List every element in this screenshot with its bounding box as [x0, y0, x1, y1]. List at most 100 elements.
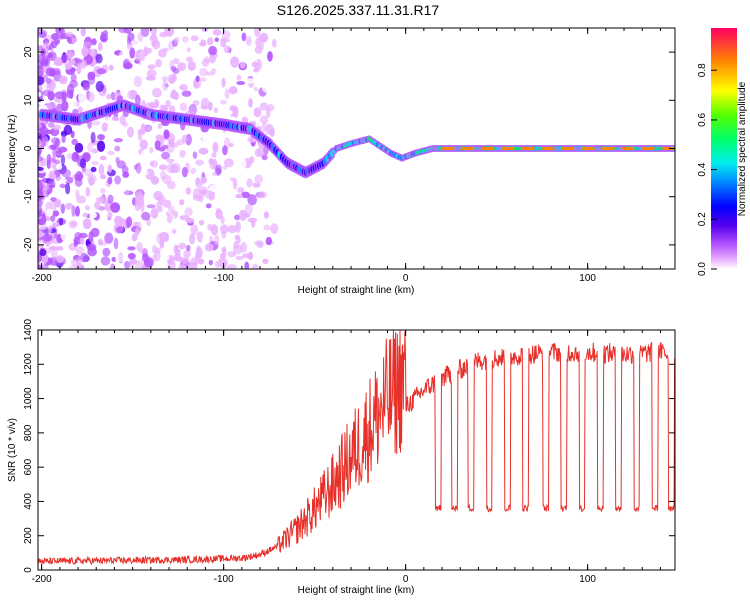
heatmap-peak [522, 147, 535, 150]
heatmap-noise-cell [198, 77, 207, 82]
heatmap-noise-cell [152, 254, 158, 262]
heatmap-noise-cell [58, 217, 64, 226]
heatmap-noise-cell [118, 28, 128, 34]
heatmap-noise-cell [231, 93, 241, 105]
heatmap-noise-cell [38, 254, 43, 263]
heatmap-noise-cell [51, 157, 56, 163]
heatmap-noise-cell [77, 172, 84, 180]
heatmap-noise-cell [63, 124, 73, 136]
heatmap-noise-cell [201, 28, 209, 33]
heatmap-noise-cell [210, 224, 219, 236]
heatmap-noise-cell [143, 38, 152, 48]
heatmap-noise-cell [187, 60, 197, 71]
chart-title: S126.2025.337.11.31.R17 [276, 2, 440, 18]
heatmap-noise-cell [240, 91, 249, 99]
heatmap-noise-cell [61, 134, 66, 144]
heatmap-noise-cell [246, 178, 253, 188]
heatmap-noise-cell [183, 249, 191, 259]
heatmap-noise-cell [94, 201, 101, 210]
heatmap-noise-cell [207, 101, 213, 111]
heatmap-noise-cell [90, 166, 97, 173]
heatmap-noise-cell [65, 182, 71, 195]
heatmap-noise-cell [192, 151, 198, 159]
heatmap-noise-cell [167, 205, 175, 213]
heatmap-noise-cell [161, 184, 168, 196]
heatmap-noise-cell [195, 247, 203, 259]
heatmap-noise-cell [212, 142, 219, 153]
heatmap-noise-cell [100, 33, 109, 43]
heatmap-noise-cell [162, 47, 169, 52]
heatmap-noise-cell [38, 122, 42, 129]
heatmap-noise-cell [228, 86, 238, 95]
heatmap-noise-cell [247, 251, 254, 261]
heatmap-noise-cell [141, 211, 151, 221]
heatmap-noise-cell [175, 28, 184, 37]
heatmap-noise-cell [49, 246, 57, 251]
heatmap-noise-cell [54, 246, 64, 251]
heatmap-noise-cell [97, 195, 108, 204]
heatmap-noise-cell [85, 186, 91, 197]
heatmap-noise-cell [239, 209, 247, 221]
heatmap-noise-cell [100, 174, 107, 180]
heatmap-noise-cell [140, 123, 146, 135]
heatmap-noise-cell [87, 142, 93, 153]
heatmap-noise-cell [214, 37, 219, 42]
heatmap-noise-cell [257, 121, 263, 127]
heatmap-noise-cell [84, 205, 91, 211]
heatmap-noise-cell [127, 89, 136, 100]
heatmap-noise-cell [38, 264, 42, 269]
heatmap-noise-cell [96, 68, 107, 75]
heatmap-noise-cell [90, 227, 100, 238]
heatmap-noise-cell [221, 184, 227, 195]
heatmap-peak [442, 147, 455, 150]
heatmap-noise-cell [265, 236, 273, 246]
heatmap-noise-cell [91, 160, 99, 166]
heatmap-noise-cell [38, 205, 43, 216]
heatmap-noise-cell [202, 134, 210, 142]
heatmap-noise-cell [181, 166, 188, 178]
heatmap-noise-cell [48, 173, 57, 180]
heatmap-noise-cell [227, 224, 237, 234]
heatmap-noise-cell [86, 243, 97, 251]
heatmap-noise-cell [190, 35, 199, 42]
heatmap-noise-cell [65, 31, 74, 37]
heatmap-noise-cell [38, 196, 42, 202]
heatmap-noise-cell [114, 145, 121, 152]
heatmap-noise-cell [81, 46, 89, 57]
heatmap-noise-cell [97, 42, 103, 52]
bottom-ylabel: SNR (10 * v/v) [7, 418, 18, 482]
heatmap-noise-cell [75, 189, 80, 199]
heatmap-noise-cell [166, 158, 175, 163]
heatmap-noise-cell [155, 195, 166, 202]
heatmap-noise-cell [204, 243, 214, 252]
heatmap-noise-cell [38, 230, 44, 239]
heatmap-noise-cell [60, 154, 66, 166]
heatmap-noise-cell [261, 82, 272, 93]
heatmap-noise-cell [39, 248, 47, 257]
heatmap-noise-cell [82, 82, 90, 91]
bottom-xtick-label: 100 [579, 574, 596, 585]
heatmap-noise-cell [40, 139, 46, 148]
heatmap-peak [642, 147, 655, 150]
heatmap-noise-cell [127, 32, 135, 42]
heatmap-noise-cell [82, 218, 92, 230]
heatmap-noise-cell [125, 189, 130, 196]
heatmap-noise-cell [59, 183, 67, 189]
heatmap-noise-cell [215, 149, 220, 162]
heatmap-noise-cell [215, 207, 221, 214]
heatmap-noise-cell [42, 234, 53, 242]
heatmap-noise-cell [221, 247, 227, 253]
heatmap-noise-cell [71, 258, 80, 267]
heatmap-noise-cell [173, 91, 179, 101]
bottom-xlabel: Height of straight line (km) [298, 585, 415, 596]
heatmap-noise-cell [263, 224, 271, 231]
heatmap-noise-cell [219, 252, 226, 260]
heatmap-noise-cell [228, 142, 234, 148]
heatmap-noise-cell [115, 156, 120, 164]
top-xtick-label: -100 [214, 273, 234, 284]
heatmap-noise-cell [60, 28, 66, 36]
top-xtick-label: -200 [32, 273, 52, 284]
heatmap-noise-cell [161, 151, 171, 160]
heatmap-noise-cell [172, 58, 180, 65]
heatmap-noise-cell [134, 226, 140, 236]
